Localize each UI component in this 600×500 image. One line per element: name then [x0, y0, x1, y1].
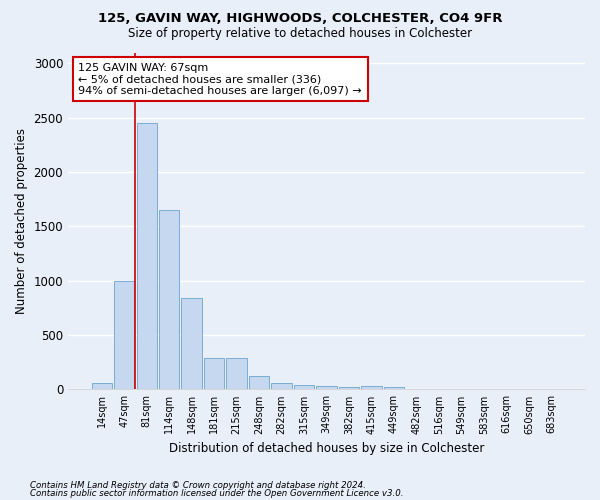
Bar: [249, 376, 269, 390]
Bar: [92, 384, 112, 390]
Text: 125 GAVIN WAY: 67sqm
← 5% of detached houses are smaller (336)
94% of semi-detac: 125 GAVIN WAY: 67sqm ← 5% of detached ho…: [79, 62, 362, 96]
Text: Contains public sector information licensed under the Open Government Licence v3: Contains public sector information licen…: [30, 488, 404, 498]
Bar: [271, 384, 292, 390]
Bar: [204, 358, 224, 390]
Bar: [384, 388, 404, 390]
Text: Size of property relative to detached houses in Colchester: Size of property relative to detached ho…: [128, 28, 472, 40]
Bar: [361, 386, 382, 390]
Text: Contains HM Land Registry data © Crown copyright and database right 2024.: Contains HM Land Registry data © Crown c…: [30, 481, 366, 490]
Bar: [316, 386, 337, 390]
Bar: [226, 358, 247, 390]
Y-axis label: Number of detached properties: Number of detached properties: [15, 128, 28, 314]
Bar: [181, 298, 202, 390]
Text: 125, GAVIN WAY, HIGHWOODS, COLCHESTER, CO4 9FR: 125, GAVIN WAY, HIGHWOODS, COLCHESTER, C…: [98, 12, 502, 26]
Bar: [159, 210, 179, 390]
Bar: [294, 385, 314, 390]
Bar: [137, 123, 157, 390]
Bar: [339, 388, 359, 390]
Bar: [114, 280, 134, 390]
X-axis label: Distribution of detached houses by size in Colchester: Distribution of detached houses by size …: [169, 442, 484, 455]
